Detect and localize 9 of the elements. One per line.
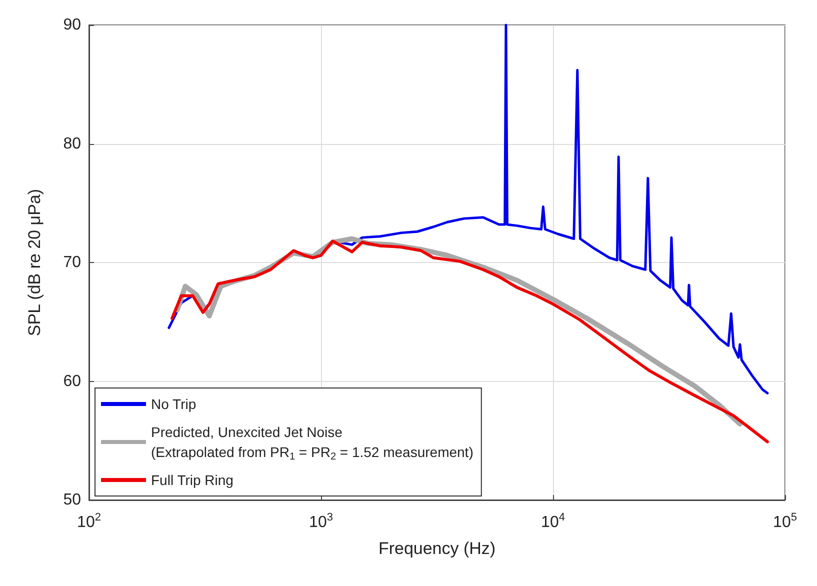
x-axis-title: Frequency (Hz) [378, 539, 496, 558]
y-tick-label: 70 [63, 254, 82, 271]
y-tick-label: 90 [63, 16, 82, 34]
y-axis-title: SPL (dB re 20 μPa) [25, 188, 44, 336]
y-tick-label: 80 [63, 135, 82, 152]
legend-label: Full Trip Ring [151, 472, 234, 488]
y-tick-label: 60 [63, 372, 82, 390]
y-tick-label: 50 [63, 492, 82, 508]
legend-label: No Trip [151, 396, 196, 412]
